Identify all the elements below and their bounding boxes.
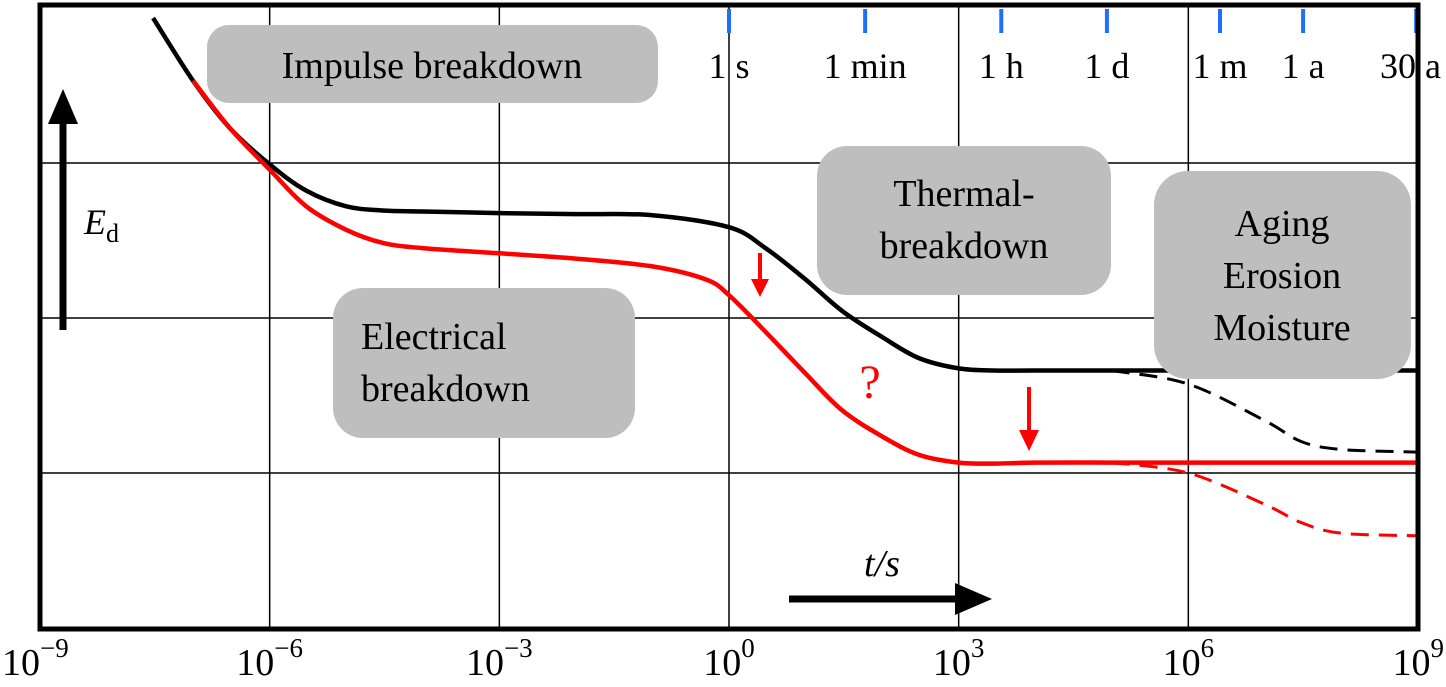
x-tick-label: 10−3 <box>466 633 533 684</box>
time-tick-label: 1 d <box>1084 46 1129 86</box>
x-tick-base: 10 <box>703 642 741 684</box>
annotation-impulse: Impulse breakdown <box>207 25 658 103</box>
x-tick-label: 106 <box>1163 633 1215 684</box>
y-axis-label-main: E <box>83 202 106 242</box>
x-tick-label: 103 <box>933 633 985 684</box>
x-tick-base: 10 <box>1393 642 1431 684</box>
series-line-1 <box>1111 369 1419 454</box>
red-arrow-2 <box>1019 387 1039 451</box>
red-arrow-1 <box>751 253 769 297</box>
time-tick-label: 30 a <box>1380 46 1441 86</box>
x-tick-label: 10−9 <box>2 633 69 684</box>
annotation-thermal-line-2: breakdown <box>880 225 1049 267</box>
series-line-0 <box>151 16 1418 373</box>
annotation-electrical: Electrical breakdown <box>333 288 635 438</box>
series-line-3 <box>1111 461 1419 538</box>
x-axis-label: t/s <box>864 543 900 585</box>
x-tick-exp: 0 <box>741 633 755 663</box>
time-tick-label: 1 min <box>824 46 907 86</box>
x-tick-labels: 10−9 10−6 10−3 100 103 106 109 <box>2 633 1444 684</box>
x-tick-exp: 3 <box>971 633 985 663</box>
x-tick-base: 10 <box>466 642 504 684</box>
time-tick-label: 1 h <box>979 46 1024 86</box>
x-tick-exp: 9 <box>1431 633 1445 663</box>
annotation-aging-line-3: Moisture <box>1213 307 1350 349</box>
annotation-aging-line-2: Erosion <box>1223 255 1341 297</box>
plot-frame <box>37 2 1421 632</box>
x-tick-label: 10−6 <box>236 633 303 684</box>
time-ticks: 1 s 1 min 1 h 1 d 1 m 1 a 30 a <box>708 9 1441 86</box>
annotation-aging: Aging Erosion Moisture <box>1154 171 1411 379</box>
time-tick-label: 1 a <box>1282 46 1325 86</box>
x-tick-exp: 6 <box>1201 633 1215 663</box>
x-tick-base: 10 <box>236 642 274 684</box>
x-tick-label: 100 <box>703 633 755 684</box>
annotation-electrical-line-1: Electrical <box>361 316 507 358</box>
y-axis-label: Ed <box>83 202 119 248</box>
x-tick-exp: −3 <box>504 633 533 663</box>
y-axis-arrow <box>48 89 78 330</box>
curves <box>151 16 1419 538</box>
y-axis-label-sub: d <box>106 219 119 248</box>
annotation-thermal: Thermal- breakdown <box>817 146 1111 295</box>
annotation-impulse-text: Impulse breakdown <box>282 45 583 87</box>
x-tick-exp: −9 <box>40 633 69 663</box>
annotation-thermal-line-1: Thermal- <box>893 173 1034 215</box>
time-tick-label: 1 m <box>1192 46 1247 86</box>
question-mark: ? <box>859 356 880 409</box>
x-axis-arrow <box>789 583 992 615</box>
annotation-aging-line-1: Aging <box>1235 203 1330 245</box>
annotation-electrical-line-2: breakdown <box>361 368 530 410</box>
x-tick-base: 10 <box>933 642 971 684</box>
x-tick-base: 10 <box>2 642 40 684</box>
x-tick-base: 10 <box>1163 642 1201 684</box>
x-tick-label: 109 <box>1393 633 1445 684</box>
time-tick-label: 1 s <box>708 46 749 86</box>
x-tick-exp: −6 <box>274 633 303 663</box>
